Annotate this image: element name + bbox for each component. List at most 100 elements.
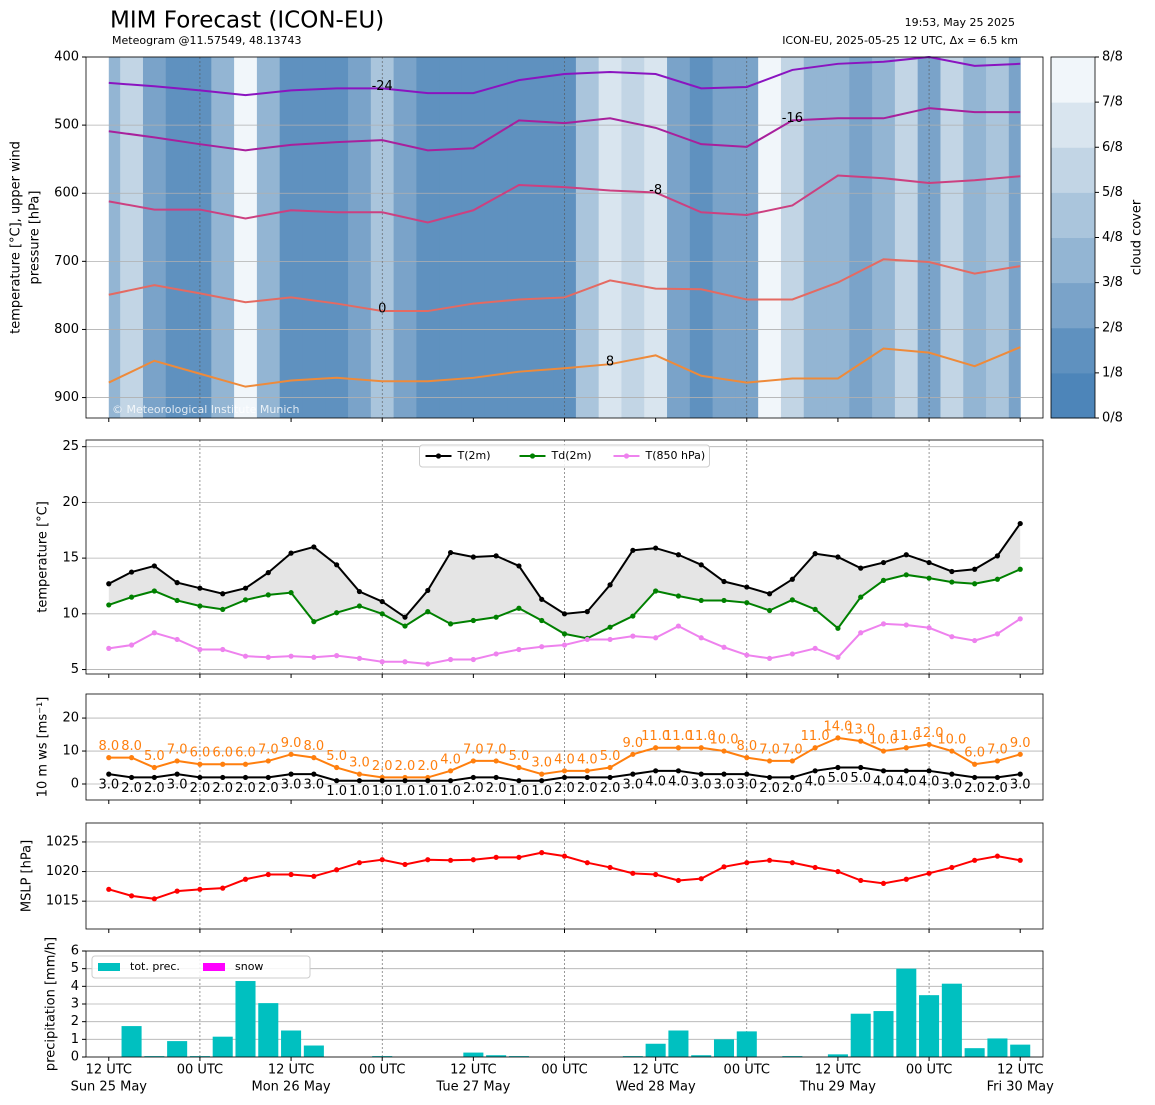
series-point <box>539 617 545 624</box>
value-label: 1.0 <box>531 784 552 799</box>
series-point <box>926 768 932 774</box>
colorbar-tick-label: 5/8 <box>1102 185 1123 200</box>
series-point <box>128 893 135 899</box>
series-point <box>903 745 909 751</box>
series-point <box>630 633 636 639</box>
value-label: 3.0 <box>623 778 644 793</box>
series-point <box>174 636 180 643</box>
value-label: 3.0 <box>714 778 735 793</box>
series-point <box>858 594 864 600</box>
legend-marker <box>623 453 630 459</box>
value-label: 1.0 <box>417 784 438 799</box>
bar <box>691 1055 712 1057</box>
x-tick-label: 12 UTC <box>997 1063 1043 1078</box>
series-point <box>311 619 317 625</box>
panel-grid <box>86 823 1043 929</box>
series-point <box>539 644 545 650</box>
series-point <box>470 758 476 764</box>
y-tick-label: 700 <box>54 254 79 269</box>
isotherm <box>108 258 1021 313</box>
value-label: 1.0 <box>440 784 461 799</box>
series-point <box>197 774 203 781</box>
series-point <box>766 655 773 662</box>
series-point <box>653 545 659 551</box>
series-point <box>675 552 682 558</box>
colorbar-segment <box>1051 192 1095 238</box>
colorbar-tick-label: 6/8 <box>1102 140 1123 155</box>
cloud-column <box>256 57 281 418</box>
series-point <box>447 778 454 784</box>
series-point <box>493 553 499 559</box>
series-point <box>493 774 499 781</box>
series-point <box>334 778 340 784</box>
series-point <box>721 597 727 604</box>
series-point <box>288 653 294 659</box>
series-point <box>584 774 590 781</box>
value-label: 3.0 <box>349 756 370 771</box>
series-point <box>447 621 454 627</box>
series-point <box>903 768 909 774</box>
series-point <box>926 559 932 566</box>
series-point <box>994 576 1001 582</box>
y-tick-label: 20 <box>62 495 79 510</box>
value-label: 4.0 <box>554 752 575 767</box>
y-tick-label: 25 <box>62 439 79 454</box>
series-point <box>880 577 887 584</box>
series-point <box>242 876 249 882</box>
value-label: 1.0 <box>349 784 370 799</box>
series-point <box>972 774 978 781</box>
cloud-column <box>621 57 645 418</box>
series-point <box>197 646 203 653</box>
isotherm <box>108 107 1021 152</box>
value-label: 4.0 <box>440 752 461 767</box>
series-point <box>721 771 727 777</box>
value-label: 2.0 <box>212 781 233 796</box>
series-point <box>903 622 909 628</box>
legend-box <box>419 444 710 468</box>
series-point <box>926 870 932 876</box>
y-tick-label: 400 <box>54 50 79 65</box>
cloud-column <box>461 57 486 418</box>
value-label: 5.0 <box>326 749 347 764</box>
legend-box <box>91 955 311 979</box>
series-point <box>334 653 340 659</box>
series-point <box>128 594 135 600</box>
bar <box>235 981 256 1057</box>
series-point <box>949 864 955 871</box>
series-point <box>994 774 1001 781</box>
isotherm-label: -8 <box>649 183 662 198</box>
series-point <box>220 646 226 653</box>
series-point <box>607 764 613 771</box>
series-point <box>880 559 887 566</box>
cloud-column <box>484 57 509 418</box>
cloud-column <box>530 57 554 418</box>
legend-label: T(850 hPa) <box>645 449 706 462</box>
series-point <box>242 761 249 767</box>
value-label: 5.0 <box>850 771 871 786</box>
series-point <box>949 579 955 585</box>
value-label: 10.0 <box>937 733 966 748</box>
series-point <box>858 764 864 771</box>
value-label: 4.0 <box>577 752 598 767</box>
series-point <box>653 745 659 751</box>
cloud-column <box>575 57 600 418</box>
cloud-column <box>1008 57 1021 418</box>
series-point <box>311 771 317 777</box>
bar <box>645 1043 666 1057</box>
series-point <box>858 565 864 571</box>
day-label: Sun 25 May <box>71 1080 148 1095</box>
x-tick-label: 00 UTC <box>177 1063 223 1078</box>
bar <box>850 1013 871 1057</box>
plot-frame <box>85 950 1044 1058</box>
bar <box>463 1052 484 1057</box>
bar <box>189 1056 210 1057</box>
series-point <box>926 625 932 631</box>
series-point <box>151 630 157 636</box>
series-point <box>630 547 636 553</box>
series-point <box>402 659 408 665</box>
value-label: 3.0 <box>736 778 757 793</box>
series-point <box>242 597 249 603</box>
series-point <box>379 598 385 605</box>
series-point <box>675 593 682 599</box>
